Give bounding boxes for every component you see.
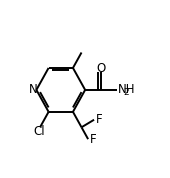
Text: NH: NH [117, 83, 135, 96]
Text: F: F [90, 133, 97, 146]
Text: Cl: Cl [33, 125, 45, 138]
Text: N: N [29, 83, 37, 96]
Text: 2: 2 [123, 88, 129, 97]
Text: F: F [96, 112, 103, 125]
Text: O: O [96, 62, 106, 75]
